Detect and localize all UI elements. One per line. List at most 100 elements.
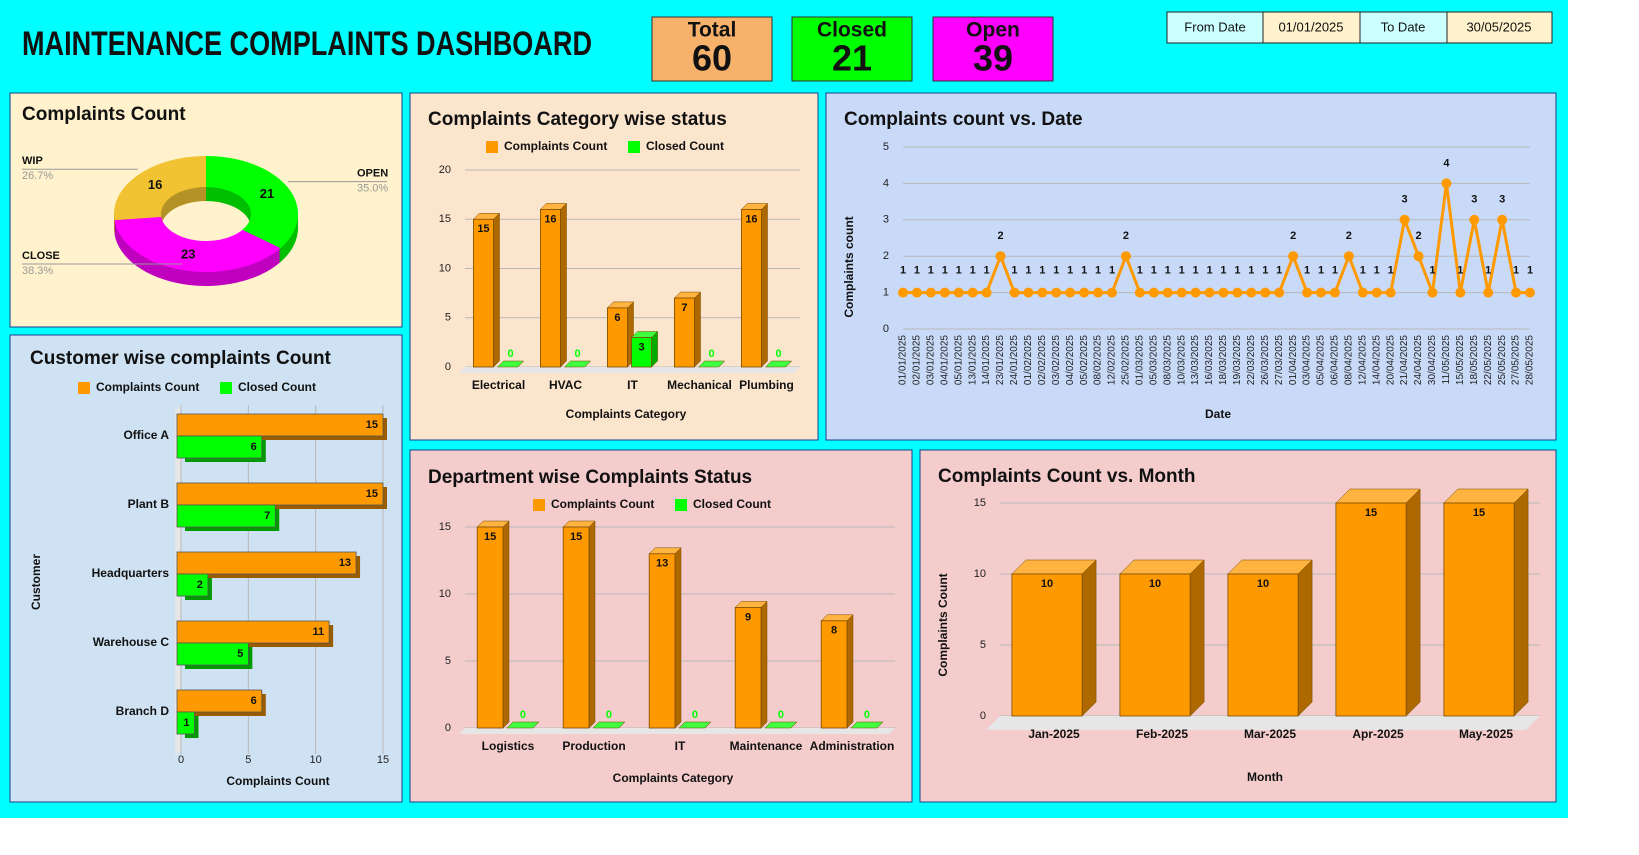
bar-front [1227,573,1299,717]
bar-front [1119,573,1191,717]
data-label: 16 [745,213,757,225]
data-label: 9 [745,611,751,623]
floor [459,367,800,373]
data-label: 7 [681,302,687,314]
legend-swatch [220,382,232,394]
point [1023,287,1034,298]
x-tick-label: 10 [310,754,322,766]
data-label: 8 [831,625,837,637]
bar-top [820,614,854,622]
point [1107,287,1117,298]
legend-label: Closed Count [646,139,724,153]
filter-value[interactable]: 01/01/2025 [1278,19,1343,34]
data-label: 0 [606,709,612,721]
bar-top [648,547,682,555]
bar-front [476,526,504,729]
kpi-label: Total [688,19,737,42]
x-tick-label: 03/02/2025 [1051,335,1062,385]
bar-side [560,202,567,368]
data-label: 1 [1137,265,1143,277]
y-tick-label: Office A [123,428,169,442]
bar [630,330,659,368]
x-tick-label: 14/04/2025 [1371,335,1382,385]
data-label: 1 [1332,265,1338,277]
data-label: 1 [1095,265,1101,277]
category-label: WIP [22,155,43,167]
bar [764,721,798,729]
x-tick-label: 12/04/2025 [1357,335,1368,385]
point [1511,287,1522,298]
bar-front [607,307,628,368]
data-label: 15 [570,531,582,543]
data-label: 1 [1318,265,1324,277]
filter-value[interactable]: 30/05/2025 [1466,19,1531,34]
data-label: 2 [197,579,203,591]
bar-side [1081,559,1097,717]
bar-front [176,482,384,506]
point [1218,287,1229,298]
panel [825,92,1557,441]
x-tick-label: 12/02/2025 [1107,335,1118,385]
x-tick-label: 23/01/2025 [995,335,1006,385]
data-label: 1 [1179,265,1185,277]
kpi-box [932,16,1054,82]
point [925,287,936,298]
bar-top [1335,488,1421,504]
x-tick-label: 24/01/2025 [1009,335,1020,385]
bar-side [1513,488,1529,717]
data-label: 1 [1276,265,1282,277]
point [1427,287,1438,298]
point [981,287,992,298]
bar-front [1443,502,1515,717]
x-tick-label: 08/02/2025 [1093,335,1104,385]
bar-side [761,202,768,368]
bar-top [476,520,510,528]
bar-side [1405,488,1421,717]
y-tick-label: 5 [445,312,451,324]
bar [176,435,266,462]
data-label: 0 [775,348,781,360]
x-tick-label: 01/03/2025 [1135,335,1146,385]
x-axis-title: Complaints Category [613,771,734,785]
filter-cell[interactable] [1446,11,1553,44]
bar-front [472,218,494,368]
filter-cell [1359,11,1448,44]
bar-side [694,291,701,368]
point [1483,287,1494,298]
bar-top [1011,559,1097,575]
bar [176,551,361,578]
point [1190,287,1201,298]
legend-swatch [78,382,90,394]
x-tick-label: 22/03/2025 [1246,335,1257,385]
x-tick-label: 21/04/2025 [1399,335,1410,385]
dashboard-title: MAINTENANCE COMPLAINTS DASHBOARD [22,25,592,63]
x-tick-label: May-2025 [1459,727,1513,741]
kpi-value: 60 [692,38,732,79]
x-tick-label: 01/01/2025 [898,335,909,385]
legend-swatch [628,141,640,153]
x-tick-label: IT [675,739,686,753]
x-axis-title: Complaints Count [226,774,329,788]
bar-front [820,620,848,729]
bar-front [1335,502,1407,717]
x-tick-label: 13/03/2025 [1190,335,1201,385]
bar [563,360,592,368]
chart-title: Complaints Count [22,104,186,125]
category-label: CLOSE [22,250,60,262]
bar [592,721,626,729]
chart-title: Complaints Category wise status [428,109,727,130]
legend-label: Complaints Count [551,497,654,511]
bar-top [496,360,525,368]
filter-label: To Date [1381,19,1426,34]
x-tick-label: Maintenance [730,739,803,753]
y-tick-label: 5 [445,655,451,667]
data-label: 7 [264,510,270,522]
data-label: 16 [544,213,556,225]
bar-top [1443,488,1529,504]
data-label: 15 [484,531,496,543]
bar-front [540,208,561,368]
bar [176,642,253,669]
point [1148,287,1159,298]
bar [1119,559,1205,717]
bar-front [176,551,357,575]
